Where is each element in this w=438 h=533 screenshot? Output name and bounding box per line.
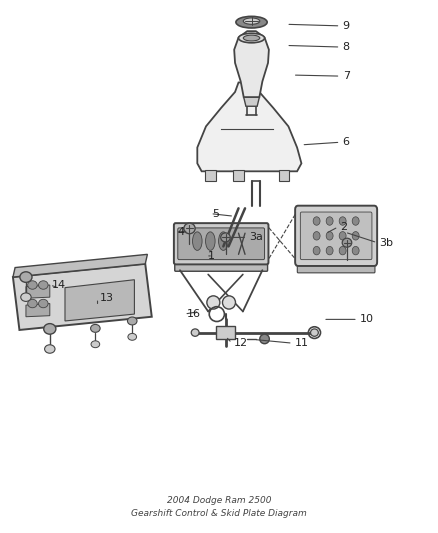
Ellipse shape [28, 300, 37, 308]
Ellipse shape [339, 246, 346, 255]
Text: 16: 16 [187, 309, 201, 319]
Ellipse shape [28, 281, 37, 289]
Ellipse shape [313, 246, 320, 255]
Polygon shape [26, 303, 50, 317]
Ellipse shape [313, 232, 320, 240]
Ellipse shape [326, 232, 333, 240]
Ellipse shape [243, 35, 260, 41]
Ellipse shape [193, 232, 202, 251]
Text: 3b: 3b [379, 238, 393, 248]
Ellipse shape [184, 223, 195, 233]
Polygon shape [244, 98, 259, 106]
Polygon shape [13, 254, 148, 277]
Text: 10: 10 [360, 314, 374, 325]
Ellipse shape [39, 281, 48, 289]
Ellipse shape [223, 296, 236, 309]
Ellipse shape [219, 232, 228, 251]
Text: 5: 5 [212, 208, 219, 219]
Ellipse shape [39, 300, 48, 308]
FancyBboxPatch shape [175, 260, 268, 271]
Ellipse shape [236, 17, 267, 28]
Polygon shape [234, 31, 269, 98]
Bar [279, 170, 289, 181]
Ellipse shape [339, 217, 346, 225]
Text: 11: 11 [295, 338, 309, 348]
Ellipse shape [352, 246, 359, 255]
Text: 7: 7 [343, 71, 350, 81]
Ellipse shape [207, 296, 220, 309]
Text: 1: 1 [208, 251, 215, 261]
Polygon shape [65, 280, 134, 321]
Ellipse shape [91, 341, 100, 348]
Ellipse shape [205, 232, 215, 251]
Ellipse shape [339, 232, 346, 240]
Ellipse shape [260, 334, 269, 344]
FancyBboxPatch shape [295, 206, 377, 266]
Ellipse shape [21, 293, 31, 301]
Text: 9: 9 [343, 21, 350, 31]
FancyBboxPatch shape [300, 212, 372, 260]
Ellipse shape [313, 217, 320, 225]
Text: 13: 13 [100, 293, 114, 303]
Ellipse shape [311, 329, 318, 336]
Ellipse shape [221, 233, 230, 242]
Ellipse shape [352, 217, 359, 225]
Ellipse shape [342, 238, 352, 247]
Ellipse shape [20, 272, 32, 282]
Text: 3a: 3a [249, 232, 263, 243]
Ellipse shape [191, 329, 199, 336]
Ellipse shape [239, 33, 265, 43]
Ellipse shape [326, 246, 333, 255]
Polygon shape [26, 285, 50, 298]
FancyBboxPatch shape [174, 223, 268, 264]
Ellipse shape [127, 317, 137, 325]
Ellipse shape [91, 325, 100, 333]
Bar [216, 326, 235, 340]
Polygon shape [197, 83, 301, 171]
Text: 8: 8 [343, 42, 350, 52]
Text: 6: 6 [343, 137, 350, 147]
Bar [233, 170, 244, 181]
Text: 4: 4 [178, 227, 185, 237]
Ellipse shape [243, 18, 260, 25]
Bar [205, 170, 215, 181]
Ellipse shape [352, 232, 359, 240]
Ellipse shape [45, 345, 55, 353]
Text: 2004 Dodge Ram 2500
Gearshift Control & Skid Plate Diagram: 2004 Dodge Ram 2500 Gearshift Control & … [131, 496, 307, 518]
Ellipse shape [128, 334, 137, 340]
Polygon shape [13, 264, 152, 330]
FancyBboxPatch shape [178, 228, 265, 260]
Text: 12: 12 [234, 338, 248, 348]
FancyBboxPatch shape [297, 259, 375, 273]
Ellipse shape [44, 324, 56, 334]
Text: 14: 14 [52, 280, 66, 290]
Text: 2: 2 [340, 222, 348, 232]
Ellipse shape [326, 217, 333, 225]
